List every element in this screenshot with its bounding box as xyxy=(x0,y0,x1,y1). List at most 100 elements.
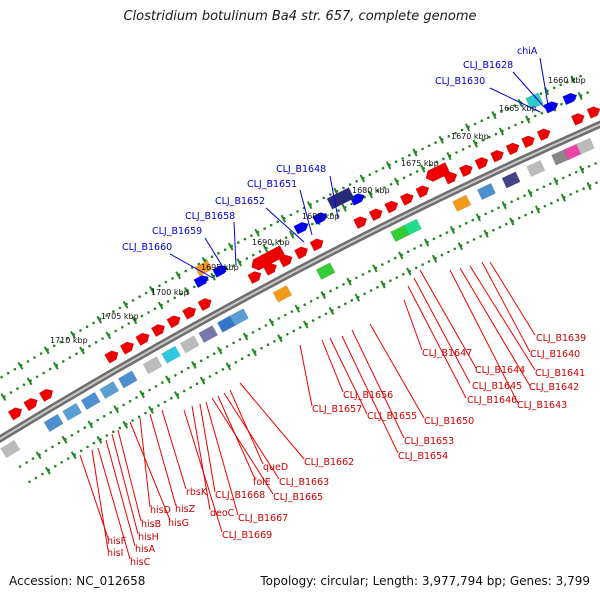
leader-line-red xyxy=(149,413,177,507)
gene-label-clj-b1642: CLJ_B1642 xyxy=(529,382,579,393)
leader-line-blue xyxy=(512,71,546,109)
red-gene-labels: CLJ_B1639 CLJ_B1640 CLJ_B1641 CLJ_B1642 … xyxy=(107,333,586,568)
track-dot xyxy=(41,472,44,476)
track-dot xyxy=(164,280,168,284)
track-tick xyxy=(79,346,85,355)
leader-line-red xyxy=(299,344,313,407)
leader-line-red xyxy=(407,285,467,399)
track-dot xyxy=(195,382,199,386)
forward-gene-arrow xyxy=(474,157,489,170)
track-dot xyxy=(33,356,36,359)
leader-line-blue xyxy=(233,221,237,266)
tick-label-1710: 1710 kbp xyxy=(50,336,88,345)
track-dot xyxy=(157,404,160,407)
track-tick xyxy=(570,75,576,84)
track-tick xyxy=(491,111,497,120)
gene-label-queD: queD xyxy=(263,462,288,473)
track-dot xyxy=(402,176,406,180)
gene-block xyxy=(198,325,219,343)
track-tick xyxy=(87,420,94,429)
track-dot xyxy=(594,162,597,165)
blue-gene-labels: chiA CLJ_B1628 CLJ_B1630 CLJ_B1648 CLJ_B… xyxy=(122,46,538,253)
reverse-gene-arrow xyxy=(562,92,578,106)
track-dot xyxy=(510,200,513,204)
track-dot xyxy=(278,239,281,243)
track-tick xyxy=(43,346,50,355)
track-dot xyxy=(355,276,358,280)
track-tick xyxy=(501,201,507,210)
track-dot xyxy=(70,434,74,437)
track-tick xyxy=(210,272,216,281)
track-dot xyxy=(540,111,544,115)
track-dot xyxy=(92,321,95,325)
gene-block xyxy=(216,314,237,333)
track-dot xyxy=(212,352,216,355)
track-tick xyxy=(70,330,76,339)
track-dot xyxy=(85,325,89,329)
gene-label-clj-b1643: CLJ_B1643 xyxy=(517,400,567,411)
track-dot xyxy=(408,154,411,157)
leader-line-blue xyxy=(204,237,227,273)
track-dot xyxy=(552,86,556,90)
track-dot xyxy=(393,256,397,260)
track-dot xyxy=(35,375,39,379)
track-dot xyxy=(389,279,392,283)
forward-gene-arrow xyxy=(150,324,166,338)
gene-block xyxy=(117,370,138,389)
track-tick xyxy=(113,405,120,414)
reverse-gene-arrow xyxy=(312,212,328,225)
track-tick xyxy=(184,287,190,296)
tick-label-1665: 1665 kbp xyxy=(499,104,537,113)
track-tick xyxy=(17,361,24,370)
forward-gene-arrow xyxy=(38,388,54,403)
track-dot xyxy=(498,225,502,229)
track-tick xyxy=(35,451,42,460)
track-dot xyxy=(221,368,225,371)
track-dot xyxy=(173,296,176,300)
leader-line-red xyxy=(239,382,305,460)
track-dot xyxy=(31,457,35,460)
track-dot xyxy=(263,227,266,230)
track-dot xyxy=(260,346,263,350)
track-dot xyxy=(232,264,235,267)
track-dot xyxy=(488,135,491,139)
gene-block xyxy=(390,224,410,243)
track-dot xyxy=(539,92,543,95)
leader-line-red xyxy=(217,395,256,480)
leader-line-red xyxy=(161,409,187,490)
track-tick xyxy=(464,123,471,132)
track-dot xyxy=(406,250,410,253)
track-dot xyxy=(303,303,307,307)
track-tick xyxy=(328,306,335,315)
track-dot xyxy=(127,322,131,325)
track-dot xyxy=(395,276,399,279)
leader-line-red xyxy=(139,417,151,508)
track-dot xyxy=(375,170,378,173)
track-tick xyxy=(288,230,295,239)
reverse-gene-arrow xyxy=(293,221,309,235)
gene-label-hisI: hisI xyxy=(107,548,123,559)
track-dot xyxy=(569,193,572,196)
gene-label-hisH: hisH xyxy=(138,532,159,543)
map-title: Clostridium botulinum Ba4 str. 657, comp… xyxy=(123,9,477,24)
track-dot xyxy=(258,327,261,331)
gene-label-clj-b1650: CLJ_B1650 xyxy=(424,416,474,427)
track-dot xyxy=(517,216,521,220)
gene-label-clj-b1653: CLJ_B1653 xyxy=(404,436,454,447)
leader-line-red xyxy=(459,267,531,387)
track-tick xyxy=(586,182,592,191)
track-tick xyxy=(236,258,243,267)
track-dot xyxy=(96,418,99,422)
tick-label-1670: 1670 kbp xyxy=(451,132,489,141)
track-dot xyxy=(324,312,328,316)
leader-line-blue xyxy=(489,87,541,113)
track-dot xyxy=(440,253,444,257)
tick-label-1695: 1695 kbp xyxy=(201,263,239,272)
track-dot xyxy=(62,360,65,363)
gene-block xyxy=(62,402,83,421)
track-dot xyxy=(66,336,69,340)
tick-label-1685: 1685 kbp xyxy=(302,212,340,221)
track-dot xyxy=(329,193,332,196)
